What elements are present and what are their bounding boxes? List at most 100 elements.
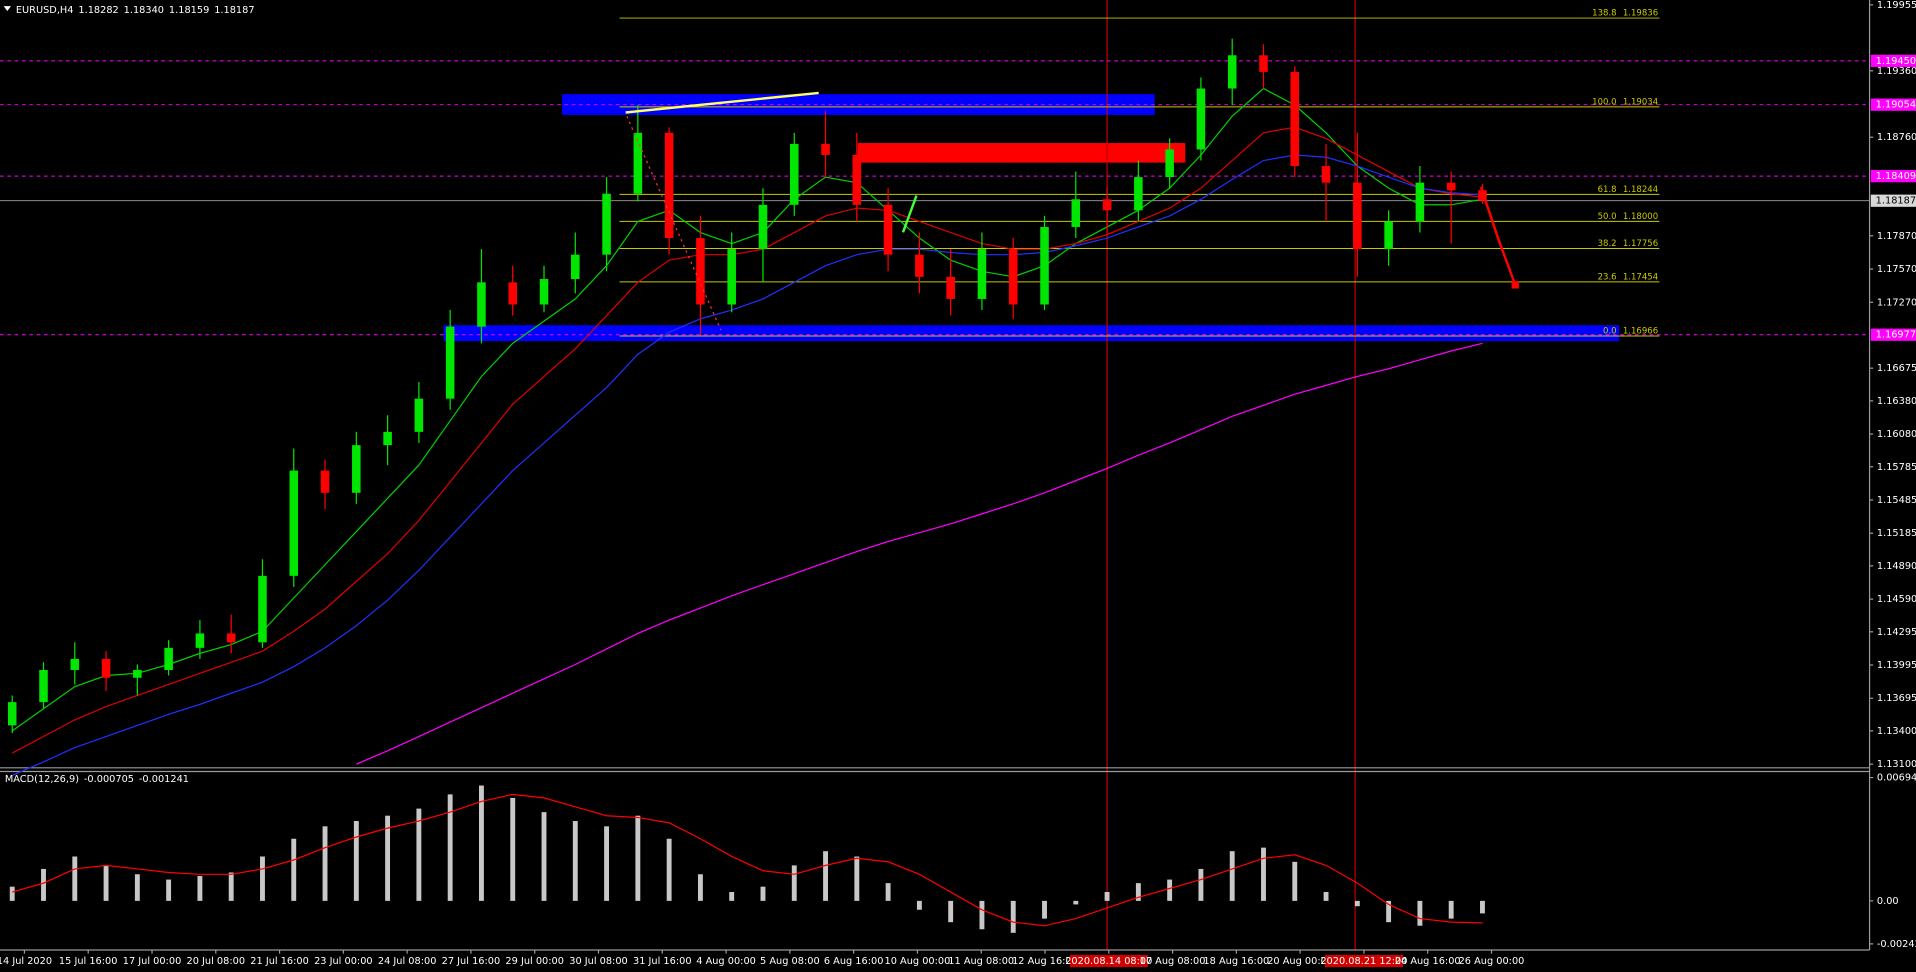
macd-bar xyxy=(479,785,484,901)
fib-level-label: 38.2 xyxy=(1598,239,1617,249)
y-tick-label: 1.17270 xyxy=(1877,297,1916,308)
candle-body xyxy=(164,647,173,671)
macd-bar xyxy=(1354,900,1360,907)
y-tick-label: 1.13400 xyxy=(1877,726,1916,737)
candle-body xyxy=(696,238,705,305)
macd-tick-label: 0.006946 xyxy=(1877,773,1916,784)
macd-bar xyxy=(885,883,891,901)
candle-body xyxy=(352,445,361,493)
fib-level-label: 138.8 xyxy=(1592,9,1616,19)
y-tick-label: 1.18760 xyxy=(1877,132,1916,143)
macd-bar xyxy=(541,812,547,901)
ohlc-value: 1.18340 xyxy=(124,5,164,16)
candle-body xyxy=(226,633,236,643)
y-tick-label: 1.14590 xyxy=(1877,594,1916,605)
macd-header: MACD(12,26,9) -0.000705 -0.001241 xyxy=(5,774,189,785)
macd-bar xyxy=(447,794,453,901)
y-tick-label: 1.14295 xyxy=(1877,627,1916,638)
macd-bar xyxy=(1198,868,1204,901)
ma-layer xyxy=(11,87,1483,776)
candle-body xyxy=(414,398,424,432)
moving-average xyxy=(356,342,1483,765)
candle-body xyxy=(977,249,987,299)
y-tick-label: 1.15485 xyxy=(1877,495,1916,506)
moving-average xyxy=(11,87,1483,732)
candle-body xyxy=(195,633,205,648)
macd-bar xyxy=(72,856,78,901)
macd-bar xyxy=(1448,900,1454,919)
macd-bar xyxy=(1229,851,1235,901)
y-tick-label: 1.15785 xyxy=(1877,462,1916,473)
fib-price-label: 1.16966 xyxy=(1623,327,1658,337)
y-tick-label: 1.16380 xyxy=(1877,396,1916,407)
macd-bar xyxy=(291,838,297,901)
candle-body xyxy=(727,249,736,305)
moving-average xyxy=(11,154,1483,776)
macd-bar xyxy=(948,900,954,923)
macd-bar xyxy=(353,821,359,901)
macd-bar xyxy=(1417,900,1423,926)
macd-value: -0.001241 xyxy=(139,774,189,785)
candle-body xyxy=(101,658,111,678)
current-price-label: 1.18187 xyxy=(1876,196,1916,207)
x-tick-label: 30 Jul 08:00 xyxy=(569,956,628,967)
candle-body xyxy=(602,193,611,255)
candle-body xyxy=(1040,226,1049,305)
x-tick-label: 24 Jul 08:00 xyxy=(378,956,437,967)
y-tick-label: 1.17870 xyxy=(1877,231,1916,242)
x-tick-label: 12 Aug 16:00 xyxy=(1012,956,1078,967)
candle-body xyxy=(1227,55,1237,89)
macd-bar xyxy=(1104,892,1110,901)
y-tick-label: 1.13995 xyxy=(1877,660,1916,671)
candle-body xyxy=(7,702,17,726)
x-tick-label: 11 Aug 08:00 xyxy=(948,956,1014,967)
y-tick-label: 1.16675 xyxy=(1877,363,1916,374)
macd-bar xyxy=(666,838,672,901)
candle-body xyxy=(258,575,267,643)
x-tick-label: 5 Aug 08:00 xyxy=(760,956,820,967)
candle-body xyxy=(571,254,580,280)
x-tick-label: 17 Jul 00:00 xyxy=(123,956,182,967)
macd-bar xyxy=(1323,892,1329,901)
candle-body xyxy=(758,204,768,250)
macd-bar xyxy=(260,856,265,901)
candle-body xyxy=(383,431,392,446)
y-tick-label: 1.19955 xyxy=(1877,0,1916,11)
candle-body xyxy=(477,282,486,327)
macd-bar xyxy=(791,865,797,901)
macd-bar xyxy=(697,874,703,901)
candle-body xyxy=(1008,249,1018,305)
fib-level-label: 61.8 xyxy=(1598,185,1617,195)
candle-body xyxy=(1259,55,1268,72)
candle-body xyxy=(1071,199,1081,227)
candle-body xyxy=(508,282,518,305)
x-tick-label: 21 Jul 16:00 xyxy=(250,956,309,967)
macd-bar xyxy=(635,815,641,901)
ohlc-value: 1.18159 xyxy=(169,5,209,16)
level-label: 1.16977 xyxy=(1876,330,1916,341)
macd-bar xyxy=(604,826,610,901)
candle-body xyxy=(133,670,142,678)
x-tick-label: 31 Jul 16:00 xyxy=(633,956,692,967)
macd-value: -0.000705 xyxy=(84,774,134,785)
projection-line xyxy=(626,115,722,331)
x-tick-label: 23 Jul 00:00 xyxy=(314,956,373,967)
y-tick-label: 1.13695 xyxy=(1877,693,1916,704)
candle-body xyxy=(852,154,862,205)
menu-triangle[interactable] xyxy=(3,6,11,12)
macd-bar xyxy=(1167,879,1173,901)
fib-price-label: 1.17756 xyxy=(1623,239,1658,249)
macd-bar xyxy=(823,851,828,901)
macd-bar xyxy=(1292,861,1298,901)
macd-bar xyxy=(166,879,172,901)
y-tick-label: 1.15185 xyxy=(1877,528,1916,539)
ohlc-value: 1.18187 xyxy=(214,5,254,16)
candles-layer xyxy=(7,38,1487,734)
macd-bar xyxy=(9,886,15,901)
macd-bar xyxy=(385,815,391,901)
date-marker-box xyxy=(1324,954,1404,968)
candle-body xyxy=(539,279,549,305)
macd-signal xyxy=(12,793,1483,927)
